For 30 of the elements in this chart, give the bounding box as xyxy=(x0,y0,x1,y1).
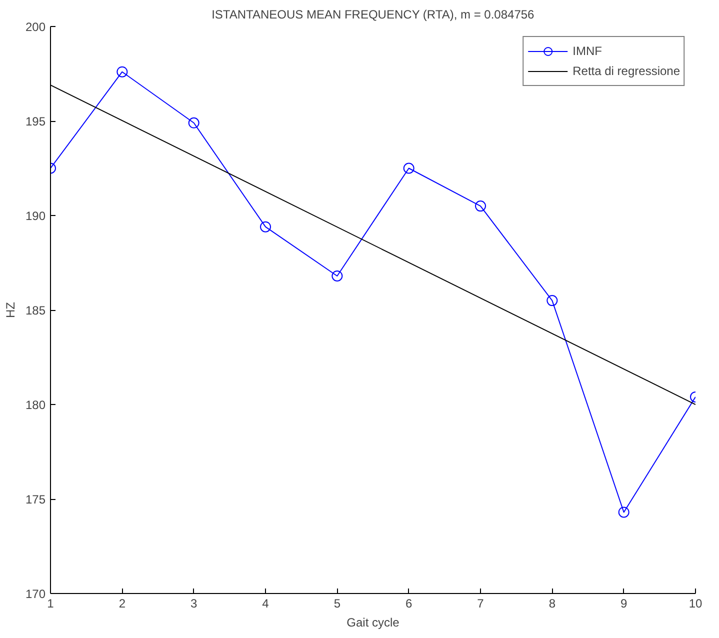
point xyxy=(475,200,486,212)
x-tick-label: 8 xyxy=(548,596,556,610)
legend-label: IMNF xyxy=(572,44,602,58)
point xyxy=(188,117,200,128)
legend-label: Retta di regressione xyxy=(572,64,680,78)
x-tick-label: 5 xyxy=(334,596,341,610)
x-tick-label: 2 xyxy=(118,596,126,610)
y-tick-label: 175 xyxy=(25,492,46,506)
point xyxy=(260,221,271,232)
x-tick-label: 10 xyxy=(688,596,702,610)
x-axis-title: Gait cycle xyxy=(346,616,400,630)
point xyxy=(618,506,630,518)
point xyxy=(546,295,558,306)
x-tick-label: 7 xyxy=(477,596,484,610)
y-tick-label: 180 xyxy=(25,398,46,412)
point xyxy=(116,66,128,78)
point xyxy=(332,270,343,282)
point xyxy=(403,162,414,174)
x-tick-label: 4 xyxy=(262,596,270,610)
y-axis-title: HZ xyxy=(3,302,18,318)
x-tick-label: 6 xyxy=(405,596,412,610)
y-tick-label: 195 xyxy=(25,114,46,128)
x-tick-label: 9 xyxy=(620,596,628,610)
chart-title: ISTANTANEOUS MEAN FREQUENCY (RTA), m = 0.084756 xyxy=(212,8,535,22)
y-tick-label: 200 xyxy=(25,20,46,34)
y-tick-label: 170 xyxy=(25,587,46,601)
x-tick-label: 1 xyxy=(47,596,54,610)
y-tick-label: 185 xyxy=(25,304,46,318)
x-tick-label: 3 xyxy=(190,596,198,610)
y-tick-label: 190 xyxy=(25,209,46,223)
